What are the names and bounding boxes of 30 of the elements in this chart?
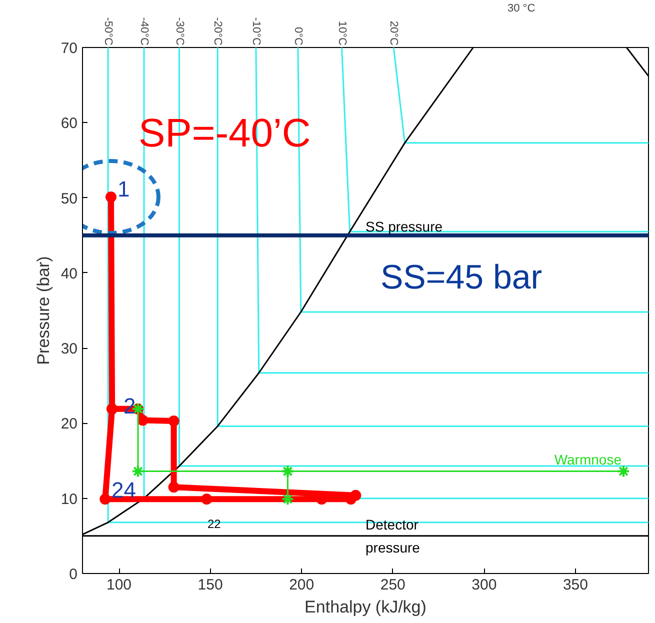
y-tick-label: 70 [60,40,78,57]
annotation: SS=45 bar [380,258,542,296]
annotation: 24 [112,478,136,502]
y-axis-title: Pressure (bar) [34,256,53,365]
x-tick-label: 300 [472,576,497,594]
text: -40°C [138,17,150,46]
ref-line-label: SS pressure [366,218,443,234]
x-tick-label: 200 [289,576,314,594]
y-tick-label: 30 [60,340,78,358]
text: 0°C [292,27,304,46]
y-tick-label: 40 [60,265,78,282]
text: -50°C [102,17,114,46]
text: 10°C [336,20,348,46]
x-tick-label: 100 [106,576,132,594]
x-tick-label: 250 [380,576,406,594]
text: 30 °C [508,2,536,14]
text: 20°C [388,20,400,46]
annotation: 1 [118,176,130,202]
text: -30°C [173,17,186,46]
series-label: Warmnose [554,451,622,468]
x-tick-label: 150 [198,576,223,594]
y-tick-label: 50 [60,190,78,208]
text: -10°C [250,17,262,46]
y-tick-label: 10 [60,490,78,508]
y-tick-label: 60 [60,115,78,132]
y-tick-label: 0 [69,566,78,583]
x-tick-label: 350 [562,576,588,594]
y-tick-label: 20 [60,416,78,433]
text: -20°C [212,17,224,46]
x-axis-title: Enthalpy (kJ/kg) [304,598,426,616]
